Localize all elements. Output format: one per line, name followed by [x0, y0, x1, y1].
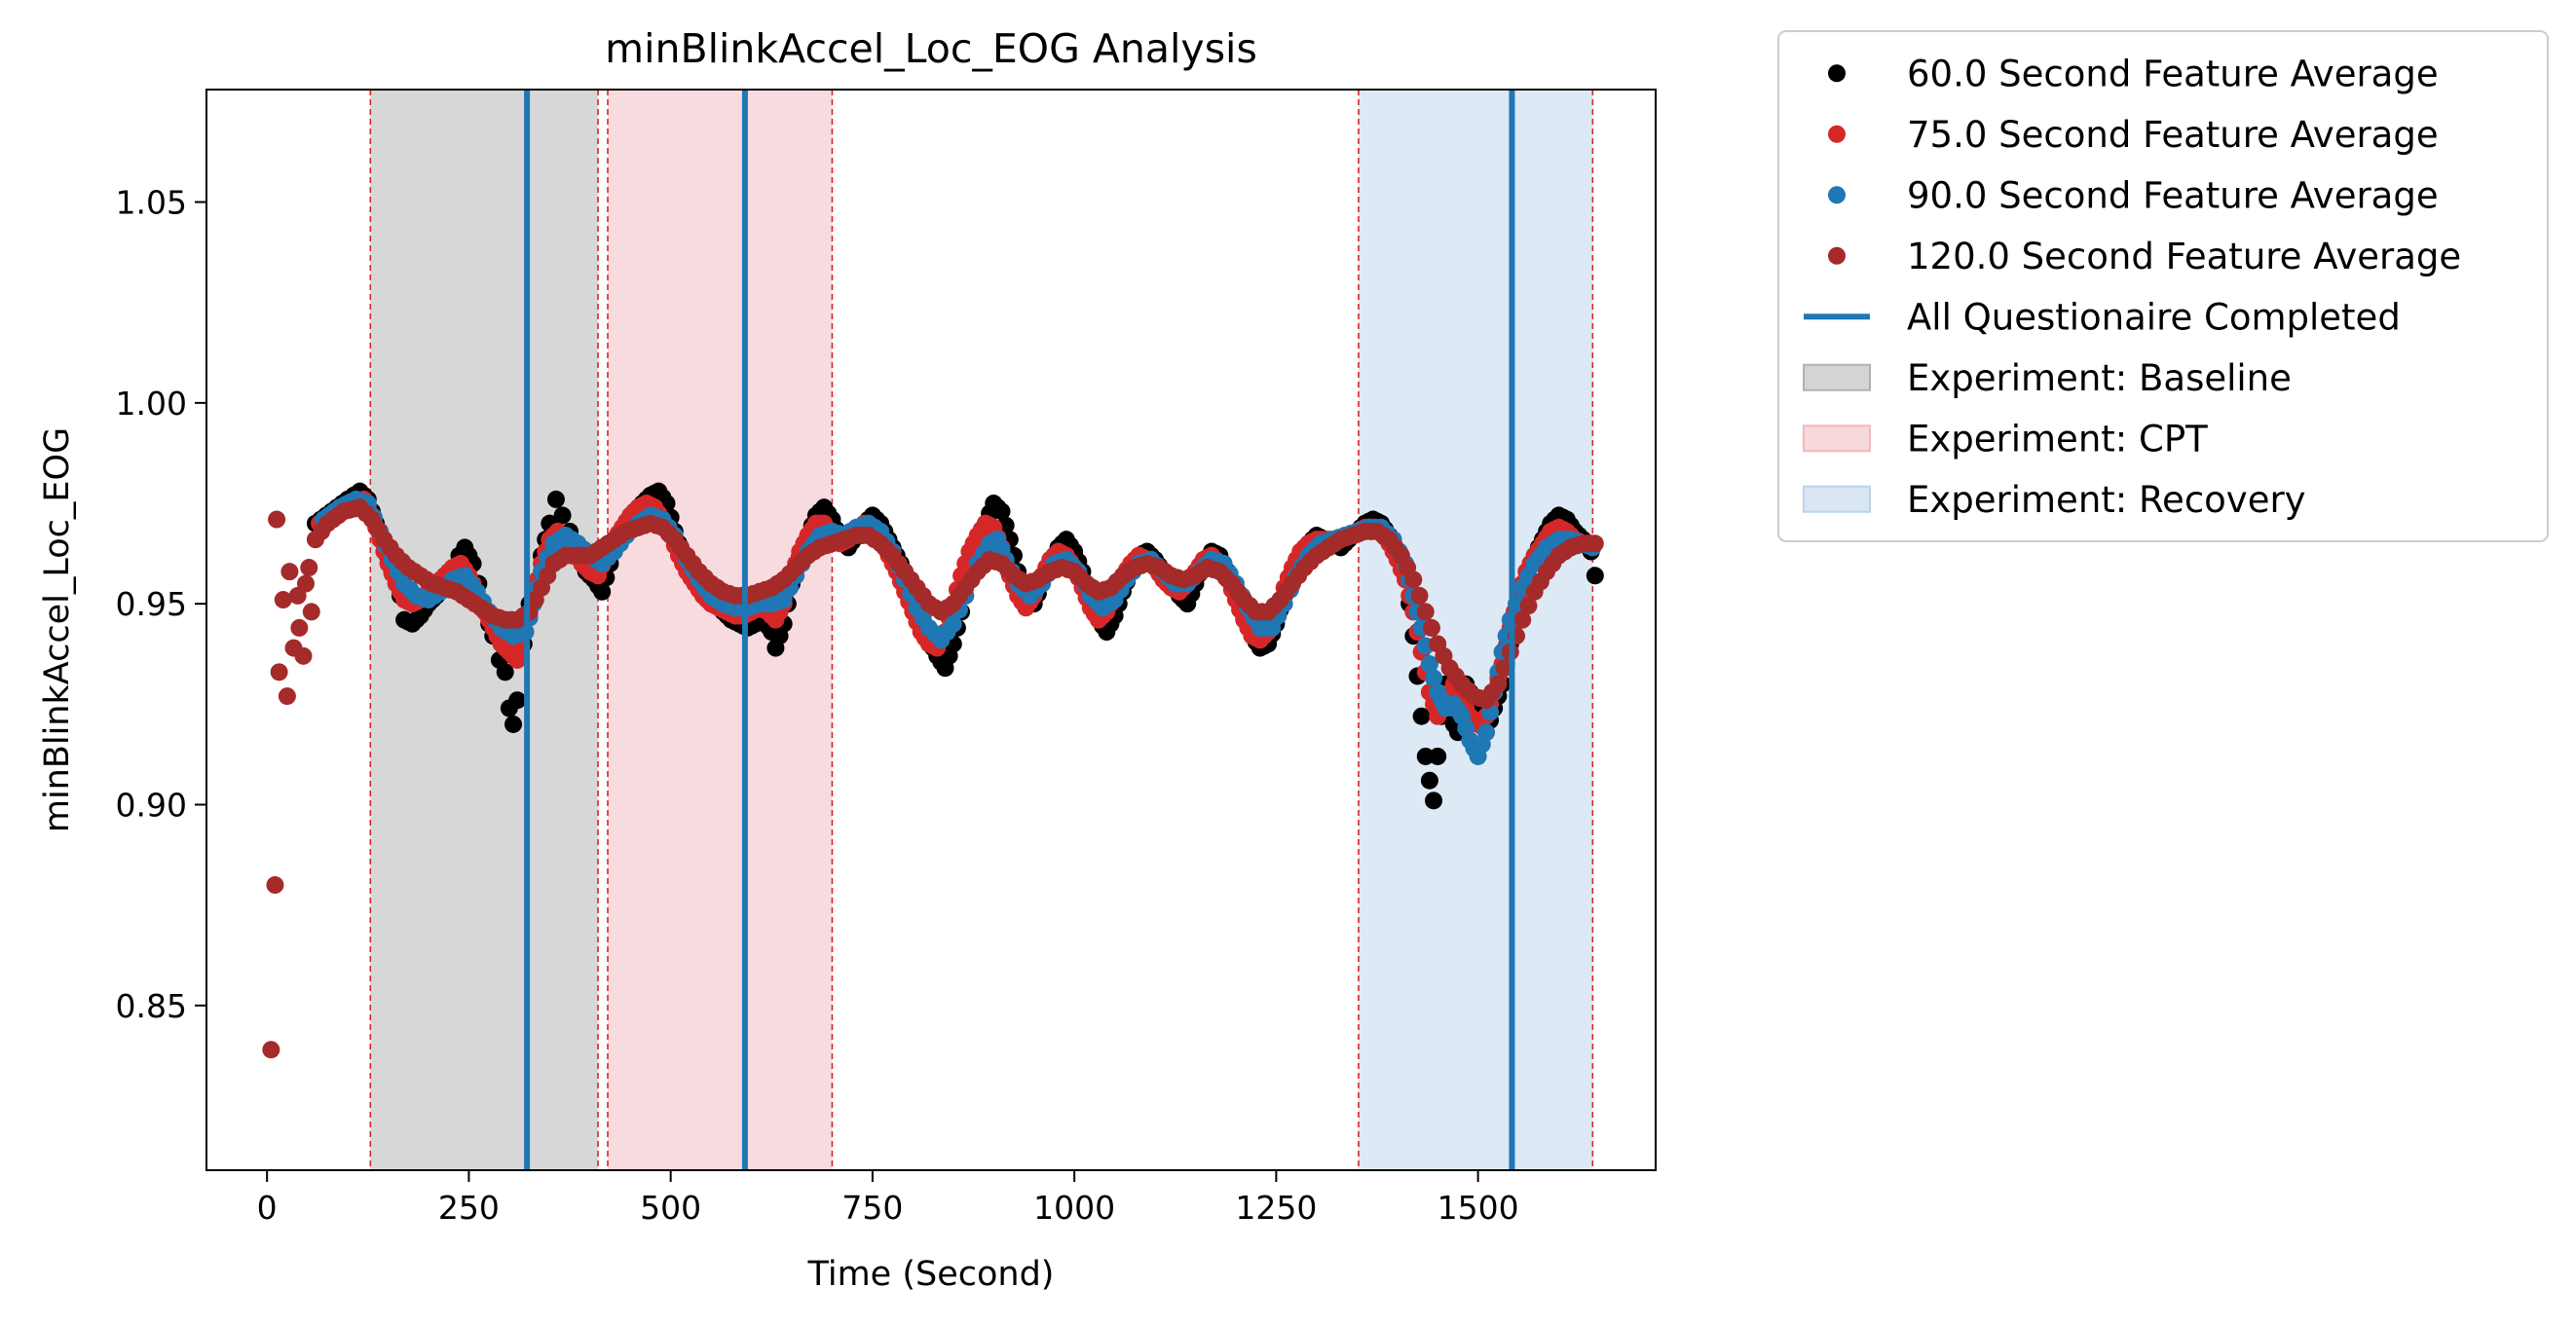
y-tick-label: 1.05 [116, 184, 187, 222]
point [296, 574, 315, 593]
point [1420, 771, 1438, 790]
point [546, 490, 565, 508]
span-2 [1358, 90, 1593, 1170]
point [302, 603, 320, 621]
point [1425, 669, 1443, 687]
chart-title: minBlinkAccel_Loc_EOG Analysis [605, 25, 1257, 72]
legend: 60.0 Second Feature Average 75.0 Second F… [1777, 30, 2549, 542]
point [1412, 707, 1431, 725]
point [262, 1041, 280, 1059]
x-tick-label: 750 [841, 1189, 903, 1227]
legend-label: 60.0 Second Feature Average [1907, 53, 2439, 94]
series-3 [262, 498, 1604, 1059]
point [1404, 570, 1423, 589]
point [1476, 723, 1495, 742]
point [278, 687, 296, 706]
point [1425, 791, 1443, 810]
x-axis-label: Time (Second) [807, 1255, 1055, 1294]
y-tick-label: 0.90 [116, 786, 187, 824]
point [944, 614, 962, 633]
questionnaire-lines [524, 90, 1515, 1170]
y-tick-label: 1.00 [116, 385, 187, 423]
point [1513, 610, 1532, 629]
x-tick-label: 1000 [1033, 1189, 1115, 1227]
point [1420, 655, 1438, 674]
legend-label: Experiment: CPT [1907, 418, 2208, 460]
point [1489, 675, 1508, 693]
plot-frame [205, 89, 1657, 1171]
point [508, 650, 527, 669]
point [280, 563, 299, 581]
y-axis-ticks: 0.85 0.90 0.95 1.00 1.05 [116, 184, 206, 1025]
point [508, 691, 527, 710]
legend-marker [1828, 186, 1846, 204]
point [553, 506, 572, 525]
x-tick-label: 1250 [1235, 1189, 1317, 1227]
point [1519, 597, 1538, 615]
legend-marker [1828, 125, 1846, 143]
point [290, 618, 309, 637]
legend-label: 90.0 Second Feature Average [1907, 174, 2439, 216]
point [1586, 567, 1604, 585]
legend-marker [1828, 246, 1846, 265]
point [504, 715, 523, 733]
point [300, 559, 318, 577]
point [992, 502, 1011, 521]
legend-label: Experiment: Recovery [1907, 479, 2306, 521]
legend-label: 120.0 Second Feature Average [1907, 236, 2461, 277]
legend-label: 75.0 Second Feature Average [1907, 114, 2439, 156]
point [294, 646, 313, 665]
point [266, 876, 284, 895]
point [1422, 618, 1440, 637]
x-tick-label: 1500 [1437, 1189, 1519, 1227]
point [270, 663, 288, 681]
x-axis-ticks: 0 250 500 750 1000 1250 1500 [257, 1170, 1519, 1227]
point [1429, 747, 1447, 765]
legend-label: All Questionaire Completed [1907, 296, 2401, 338]
legend-marker [1803, 363, 1871, 391]
y-tick-label: 0.95 [116, 585, 187, 623]
point [1410, 586, 1429, 605]
point [1416, 747, 1435, 765]
point [1495, 659, 1513, 678]
experiment-spans [369, 90, 1594, 1170]
legend-label: Experiment: Baseline [1907, 357, 2292, 399]
span-1 [607, 90, 833, 1170]
point [1416, 603, 1435, 621]
legend-marker [1828, 64, 1846, 83]
point [268, 510, 286, 529]
y-axis-label: minBlinkAccel_Loc_EOG [38, 427, 77, 832]
point [593, 582, 612, 601]
point [274, 591, 292, 609]
point [496, 663, 514, 681]
x-tick-label: 500 [640, 1189, 701, 1227]
point [1586, 534, 1604, 553]
legend-marker [1803, 485, 1871, 513]
x-tick-label: 250 [438, 1189, 500, 1227]
x-tick-label: 0 [257, 1189, 278, 1227]
legend-marker [1803, 424, 1871, 453]
y-tick-label: 0.85 [116, 987, 187, 1025]
legend-box [1777, 30, 2549, 542]
